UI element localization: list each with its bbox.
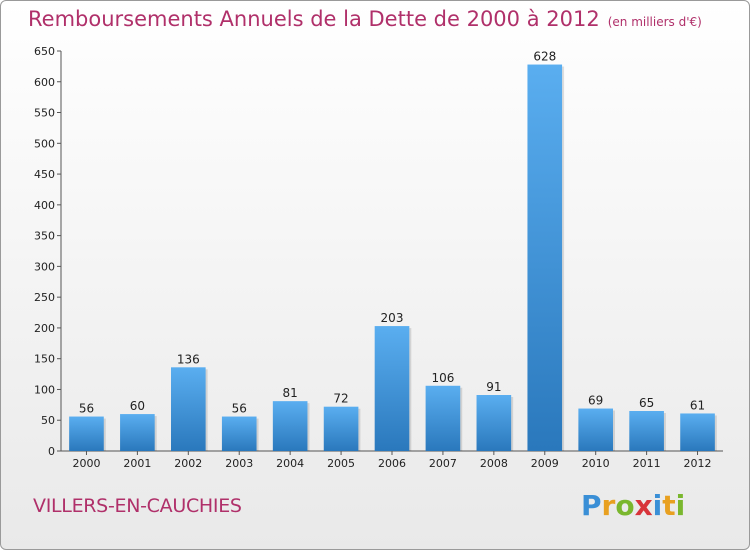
value-labels: 56 60 136 56 81 72 203 106 91 628 69 65 61: [79, 50, 705, 416]
bar-2002: [170, 367, 206, 451]
value-label: 72: [333, 392, 348, 406]
y-tick-label: 450: [34, 168, 55, 181]
bar-2008: [476, 395, 512, 451]
x-tick-label: 2006: [378, 457, 406, 470]
bar-2003: [221, 416, 257, 451]
x-tick-label: 2002: [174, 457, 202, 470]
x-tick-label: 2001: [123, 457, 151, 470]
value-label: 203: [381, 311, 404, 325]
y-tick-label: 200: [34, 322, 55, 335]
bar-2010: [578, 408, 614, 451]
y-tick-label: 250: [34, 291, 55, 304]
y-tick-label: 350: [34, 230, 55, 243]
chart-title: Remboursements Annuels de la Dette de 20…: [28, 7, 702, 31]
x-tick-label: 2012: [684, 457, 712, 470]
value-label: 65: [639, 396, 654, 410]
x-tick-label: 2007: [429, 457, 457, 470]
y-tick-label: 100: [34, 383, 55, 396]
value-label: 56: [79, 402, 94, 416]
logo-letter: i: [675, 489, 686, 522]
value-label: 106: [431, 371, 454, 385]
value-label: 91: [486, 380, 501, 394]
value-label: 60: [130, 399, 145, 413]
value-label: 69: [588, 394, 603, 408]
x-tick-label: 2010: [582, 457, 610, 470]
value-label: 628: [533, 50, 556, 64]
x-tick-label: 2003: [225, 457, 253, 470]
logo-letter: o: [615, 489, 635, 522]
y-tick-label: 300: [34, 260, 55, 273]
x-tick-label: 2000: [72, 457, 100, 470]
bar-2012: [680, 413, 715, 451]
bars: [69, 64, 717, 452]
bar-2004: [272, 401, 308, 451]
y-tick-label: 600: [34, 76, 55, 89]
bar-2001: [120, 414, 155, 451]
logo-letter: t: [662, 489, 676, 522]
y-tick-label: 400: [34, 199, 55, 212]
y-tick-label: 550: [34, 107, 55, 120]
axes: 0 50 100 150 200 250 300 350 400 450 500 550 600 650 2…: [34, 45, 723, 470]
bar-2006: [374, 326, 410, 451]
x-tick-label: 2008: [480, 457, 508, 470]
value-label: 61: [690, 398, 705, 412]
y-tick-label: 500: [34, 137, 55, 150]
x-tick-label: 2009: [531, 457, 559, 470]
y-tick-label: 50: [41, 414, 55, 427]
logo-letter: P: [581, 489, 602, 522]
y-tick-label: 650: [34, 45, 55, 58]
bar-2009: [527, 64, 563, 452]
x-tick-label: 2005: [327, 457, 355, 470]
bar-2007: [425, 385, 461, 451]
bar-2005: [323, 406, 359, 451]
bar-2000: [69, 416, 104, 451]
logo-letter: x: [634, 489, 653, 522]
value-label: 136: [177, 352, 200, 366]
y-tick-label: 150: [34, 353, 55, 366]
x-tick-label: 2011: [633, 457, 661, 470]
bar-2011: [629, 411, 664, 451]
y-tick-label: 0: [48, 445, 55, 458]
title-text: Remboursements Annuels de la Dette de 20…: [28, 7, 600, 31]
unit-text: (en milliers d'€): [607, 15, 702, 29]
logo-letter: i: [652, 489, 663, 522]
commune-name: VILLERS-EN-CAUCHIES: [33, 495, 242, 517]
value-label: 81: [283, 386, 298, 400]
logo-letter: r: [601, 489, 616, 522]
x-tick-label: 2004: [276, 457, 304, 470]
value-label: 56: [232, 402, 247, 416]
proxiti-logo: Proxiti: [581, 489, 685, 522]
